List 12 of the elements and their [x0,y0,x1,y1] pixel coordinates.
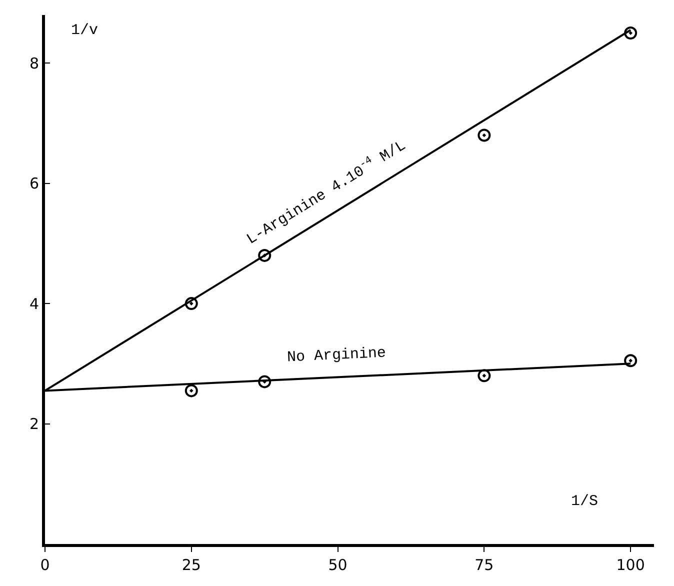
series-label: No Arginine [286,344,386,366]
x-tick-label: 25 [182,556,201,574]
x-axis-title: 1/S [571,493,598,510]
y-tick-label: 6 [29,174,39,193]
y-tick-label: 4 [29,294,39,313]
x-tick-label: 0 [40,556,50,574]
y-tick-label: 8 [29,54,39,72]
y-tick-label: 2 [29,415,39,434]
x-tick-label: 75 [474,556,494,574]
x-tick-label: 100 [616,556,645,574]
y-axis-title: 1/v [71,22,98,39]
x-tick-label: 50 [328,556,348,574]
